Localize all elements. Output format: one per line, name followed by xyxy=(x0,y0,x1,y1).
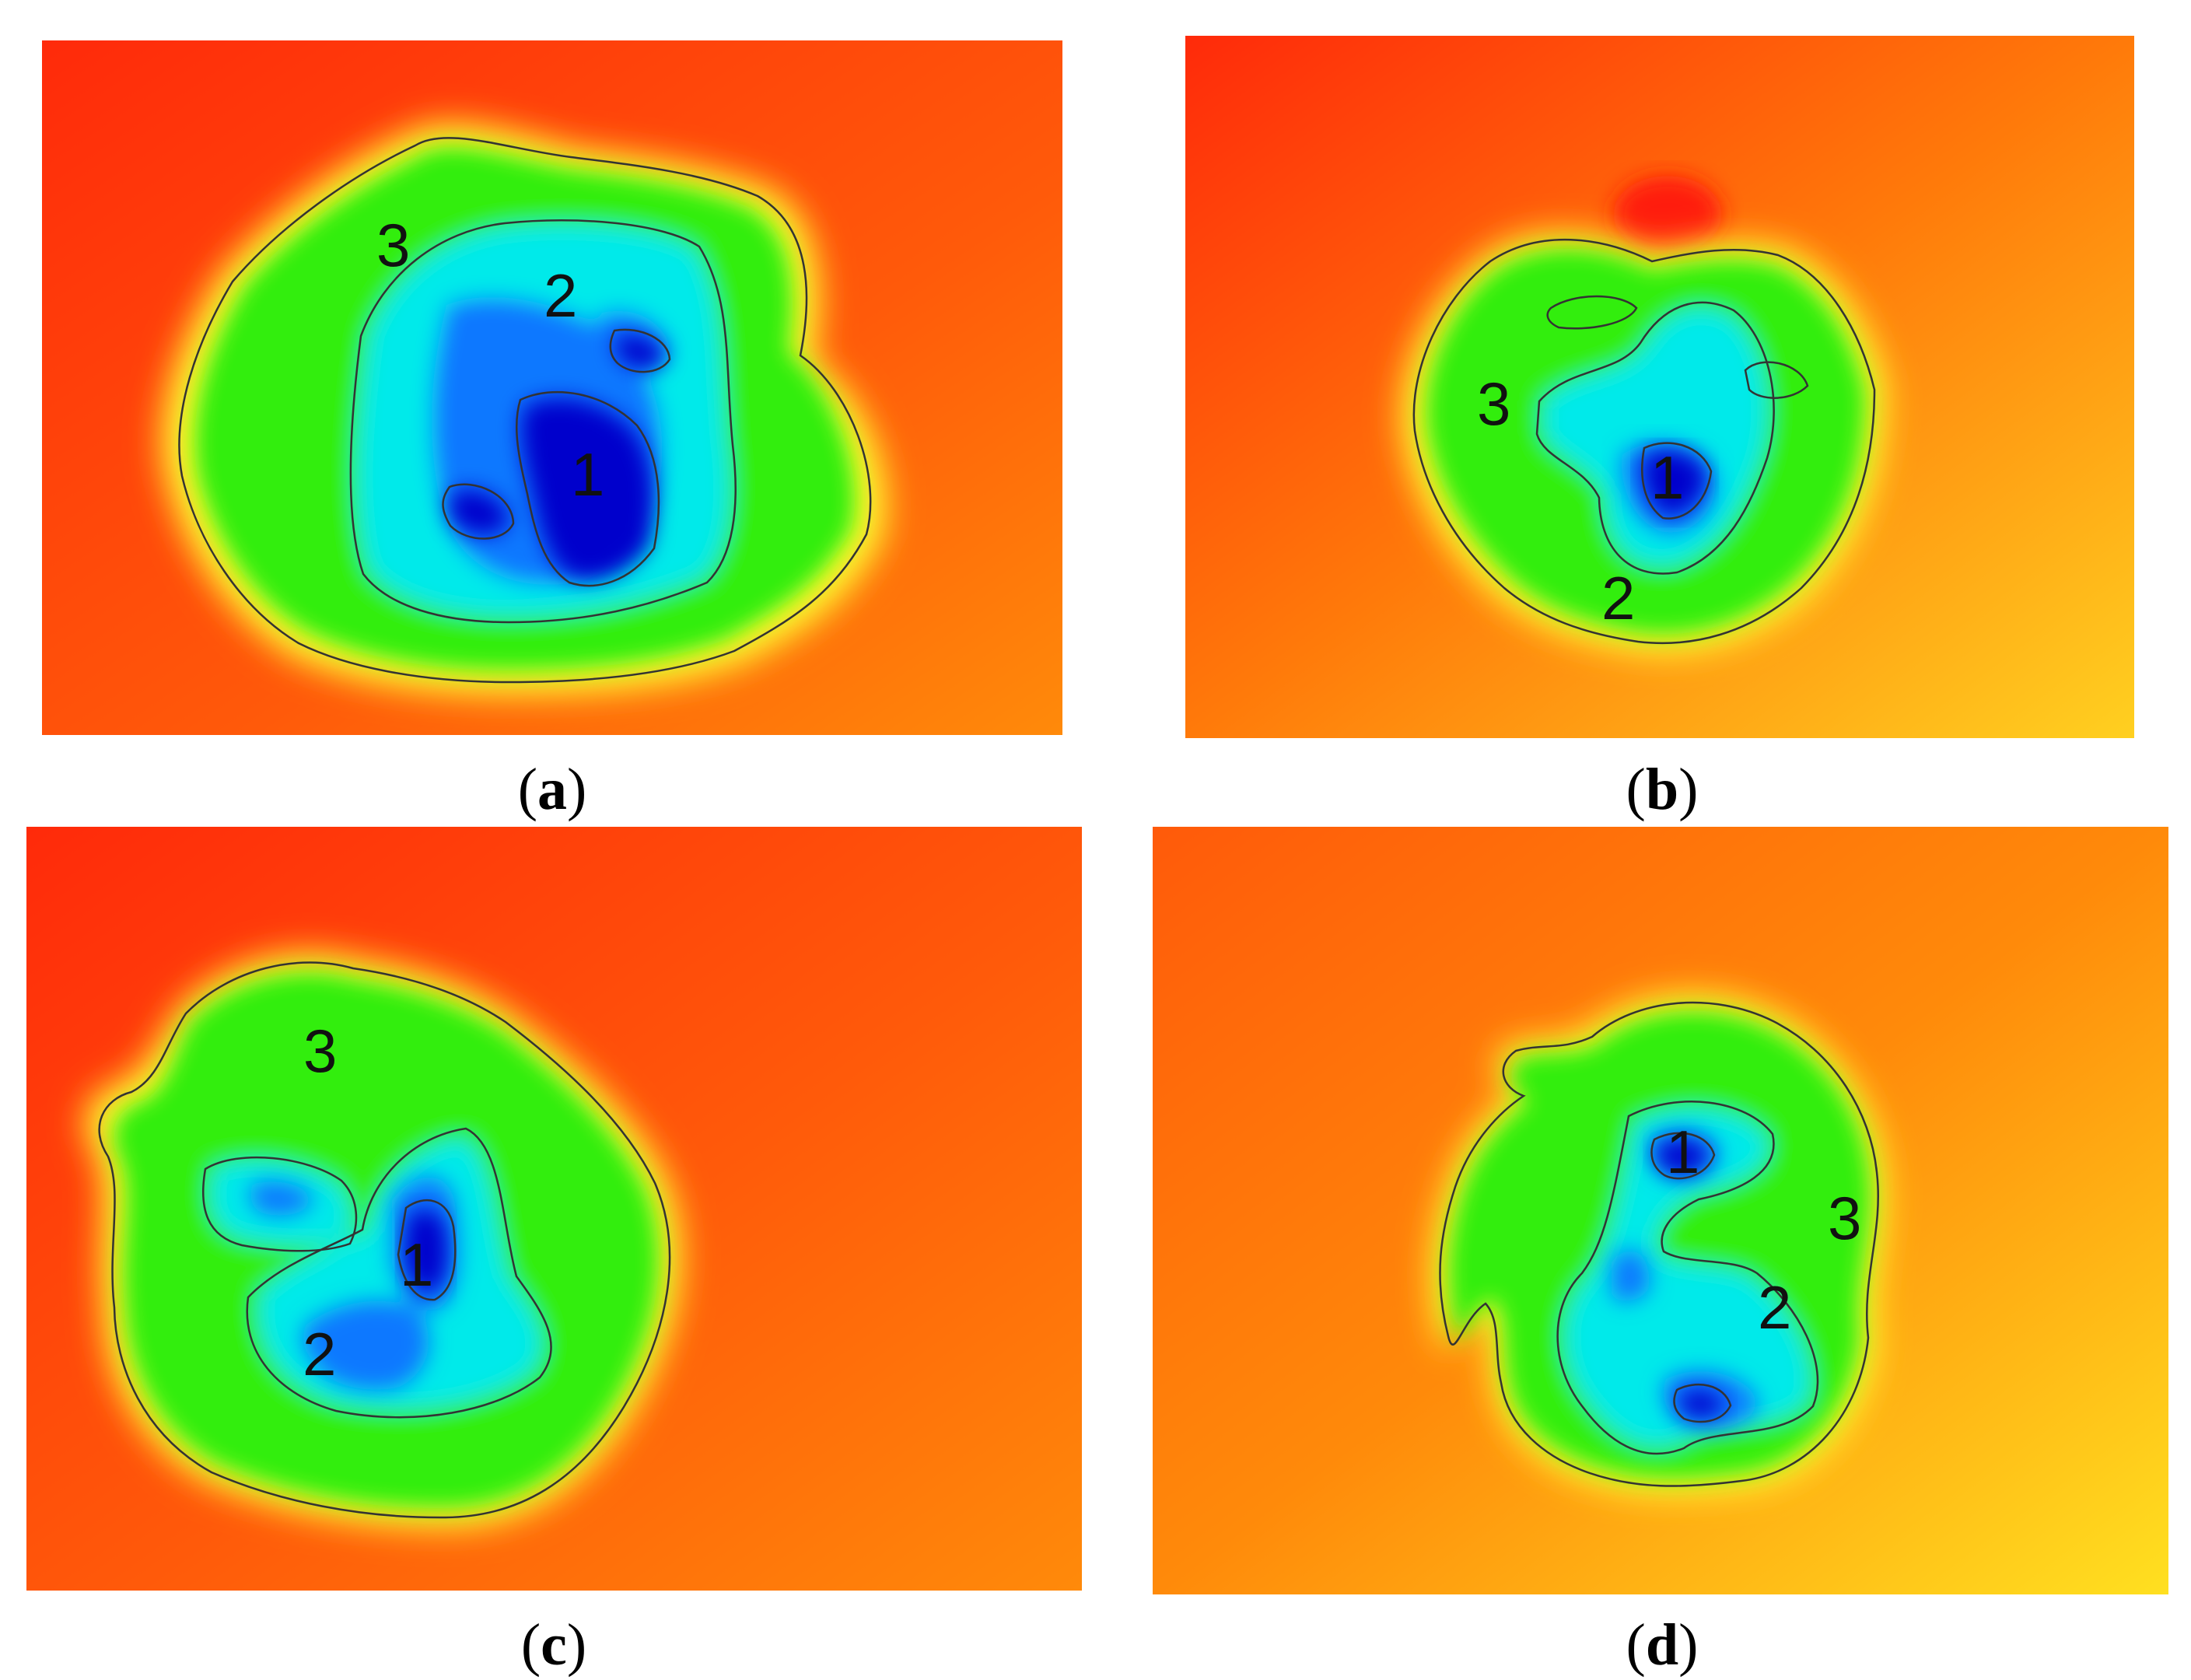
zone-label-3: 3 xyxy=(376,211,410,279)
caption-d: (d) xyxy=(1626,1612,1699,1678)
zone-label-1: 1 xyxy=(571,440,604,509)
zone-label-1: 1 xyxy=(1650,443,1684,512)
zone-label-1: 1 xyxy=(1666,1118,1699,1186)
caption-b: (b) xyxy=(1626,757,1699,822)
zone-label-2: 2 xyxy=(1601,564,1635,632)
panel-b: 3 1 2 xyxy=(1185,36,2134,738)
panel-a: 3 2 1 xyxy=(42,40,1062,735)
zone-label-1: 1 xyxy=(400,1230,433,1299)
zone-label-2: 2 xyxy=(1758,1273,1791,1342)
heatmap-c: 3 1 2 xyxy=(26,827,1082,1591)
zone-label-2: 2 xyxy=(544,261,577,330)
heatmap-d: 1 3 2 xyxy=(1153,827,2168,1594)
zone-label-2: 2 xyxy=(303,1320,336,1388)
zone-label-3: 3 xyxy=(1477,369,1510,438)
panel-d: 1 3 2 xyxy=(1153,827,2168,1594)
panel-c: 3 1 2 xyxy=(26,827,1082,1591)
zone-label-3: 3 xyxy=(303,1017,337,1085)
heatmap-b: 3 1 2 xyxy=(1185,36,2134,738)
zone-label-3: 3 xyxy=(1828,1184,1861,1252)
caption-c: (c) xyxy=(520,1612,587,1678)
heatmap-a: 3 2 1 xyxy=(42,40,1062,735)
caption-a: (a) xyxy=(517,757,587,822)
